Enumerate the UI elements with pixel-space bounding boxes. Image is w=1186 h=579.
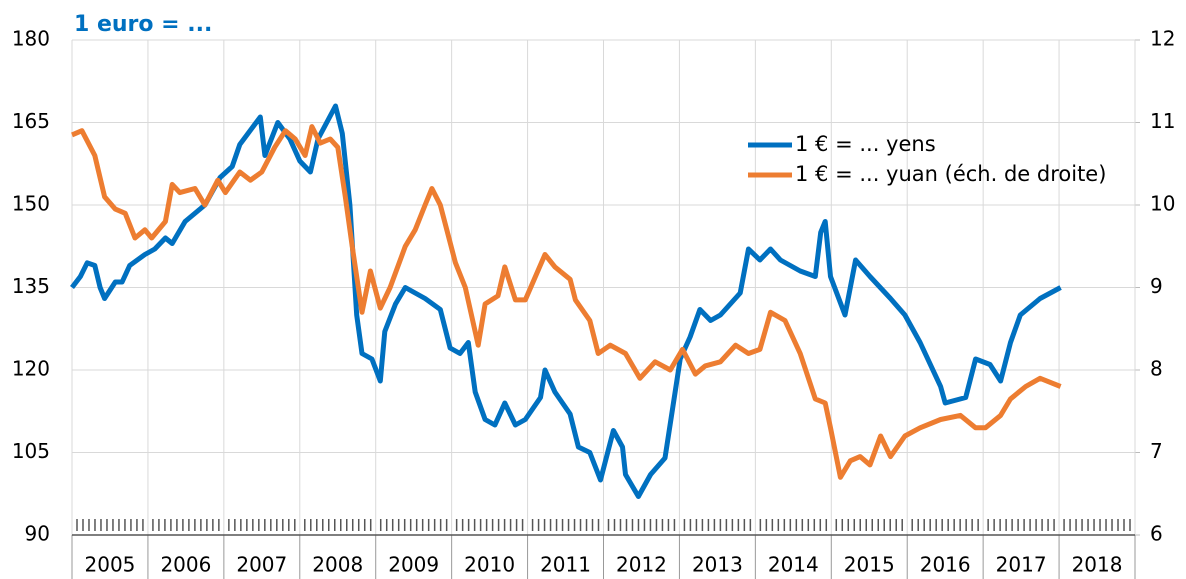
x-tick-label: 2017 bbox=[996, 553, 1047, 577]
x-tick-label: 2016 bbox=[920, 553, 971, 577]
y2-tick-label: 6 bbox=[1150, 522, 1163, 546]
y-tick-label: 120 bbox=[12, 357, 50, 381]
y-tick-label: 180 bbox=[12, 27, 50, 51]
y-tick-label: 105 bbox=[12, 439, 50, 463]
x-tick-label: 2013 bbox=[692, 553, 743, 577]
series-line bbox=[71, 124, 1062, 480]
x-tick-label: 2007 bbox=[236, 553, 287, 577]
x-tick-label: 2005 bbox=[85, 553, 136, 577]
legend-label: 1 € = ... yens bbox=[795, 132, 936, 156]
y2-tick-label: 8 bbox=[1150, 357, 1163, 381]
y2-tick-label: 11 bbox=[1150, 109, 1175, 133]
annotation: 1 euro = ... bbox=[74, 12, 212, 37]
x-tick-label: 2014 bbox=[768, 553, 819, 577]
x-tick-label: 2010 bbox=[464, 553, 515, 577]
x-tick-label: 2008 bbox=[312, 553, 363, 577]
y-tick-label: 90 bbox=[25, 522, 50, 546]
x-tick-label: 2009 bbox=[388, 553, 439, 577]
x-tick-label: 2011 bbox=[540, 553, 591, 577]
x-tick-label: 2015 bbox=[844, 553, 895, 577]
y-tick-label: 165 bbox=[12, 109, 50, 133]
x-tick-label: 2012 bbox=[616, 553, 667, 577]
x-tick-label: 2018 bbox=[1072, 553, 1123, 577]
series-line bbox=[70, 103, 1062, 499]
x-tick-label: 2006 bbox=[160, 553, 211, 577]
y2-tick-label: 7 bbox=[1150, 439, 1163, 463]
y2-tick-label: 10 bbox=[1150, 192, 1175, 216]
y-tick-label: 135 bbox=[12, 274, 50, 298]
y-tick-label: 150 bbox=[12, 192, 50, 216]
y2-tick-label: 12 bbox=[1150, 27, 1175, 51]
y2-tick-label: 9 bbox=[1150, 274, 1163, 298]
legend-label: 1 € = ... yuan (éch. de droite) bbox=[795, 162, 1106, 186]
